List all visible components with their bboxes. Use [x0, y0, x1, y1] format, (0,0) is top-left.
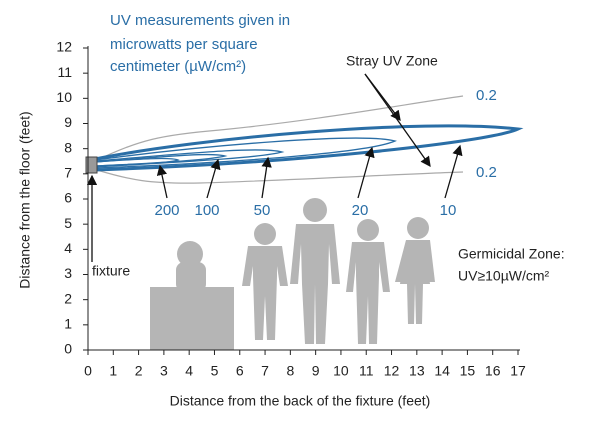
x-tick-label: 11 [359, 363, 374, 379]
arrows [86, 73, 463, 262]
y-tick-label: 1 [64, 316, 72, 332]
fixture-label: fixture [92, 263, 130, 279]
y-tick-label: 12 [56, 39, 72, 55]
contour-200 [94, 157, 180, 167]
y-tick-label: 3 [64, 265, 72, 281]
x-tick-label: 1 [109, 363, 117, 379]
silhouettes [150, 198, 435, 350]
y-axis-label: Distance from the floor (feet) [17, 111, 33, 288]
note-line: microwatts per square [110, 36, 258, 53]
x-tick-label: 10 [333, 363, 349, 379]
x-tick-label: 12 [384, 363, 400, 379]
x-tick-label: 3 [160, 363, 168, 379]
y-tick-label: 4 [64, 240, 72, 256]
y-tick-label: 8 [64, 139, 72, 155]
note-line: UV measurements given in [110, 12, 290, 29]
y-tick-label: 7 [64, 165, 72, 181]
x-tick-label: 2 [135, 363, 143, 379]
x-tick-label: 5 [211, 363, 219, 379]
x-tick-label: 8 [286, 363, 294, 379]
x-tick-label: 14 [434, 363, 450, 379]
y-tick-label: 10 [56, 89, 72, 105]
x-tick-label: 0 [84, 363, 92, 379]
x-tick-label: 7 [261, 363, 269, 379]
contour-label: 20 [352, 202, 369, 219]
y-tick-label: 9 [64, 114, 72, 130]
y-tick-label: 0 [64, 341, 72, 357]
contour-label: 100 [194, 202, 219, 219]
x-tick-label: 6 [236, 363, 244, 379]
contours [94, 95, 524, 184]
stray-label: Stray UV Zone [346, 53, 438, 69]
y-tick-label: 5 [64, 215, 72, 231]
contour-label: 0.2 [476, 87, 497, 104]
note-line: centimeter (µW/cm²) [110, 58, 246, 75]
x-tick-label: 4 [185, 363, 193, 379]
germicidal-label: UV≥10µW/cm² [458, 268, 550, 284]
contour-20 [94, 137, 397, 169]
y-tick-label: 11 [57, 64, 72, 80]
x-axis-label: Distance from the back of the fixture (f… [170, 393, 431, 409]
x-tick-label: 16 [485, 363, 501, 379]
contour-50 [94, 149, 285, 168]
y-tick-label: 2 [64, 290, 72, 306]
y-tick-label: 6 [64, 190, 72, 206]
x-tick-label: 15 [460, 363, 476, 379]
x-tick-label: 13 [409, 363, 425, 379]
stray-upper [96, 95, 464, 161]
fixture [85, 156, 98, 174]
contour-label: 0.2 [476, 164, 497, 181]
contour-label: 10 [440, 202, 457, 219]
stray-lower [96, 169, 464, 184]
germicidal-label: Germicidal Zone: [458, 246, 565, 262]
contour-10 [94, 124, 524, 172]
x-tick-label: 17 [510, 363, 526, 379]
x-tick-label: 9 [312, 363, 320, 379]
contour-label: 50 [254, 202, 271, 219]
contour-label: 200 [154, 202, 179, 219]
